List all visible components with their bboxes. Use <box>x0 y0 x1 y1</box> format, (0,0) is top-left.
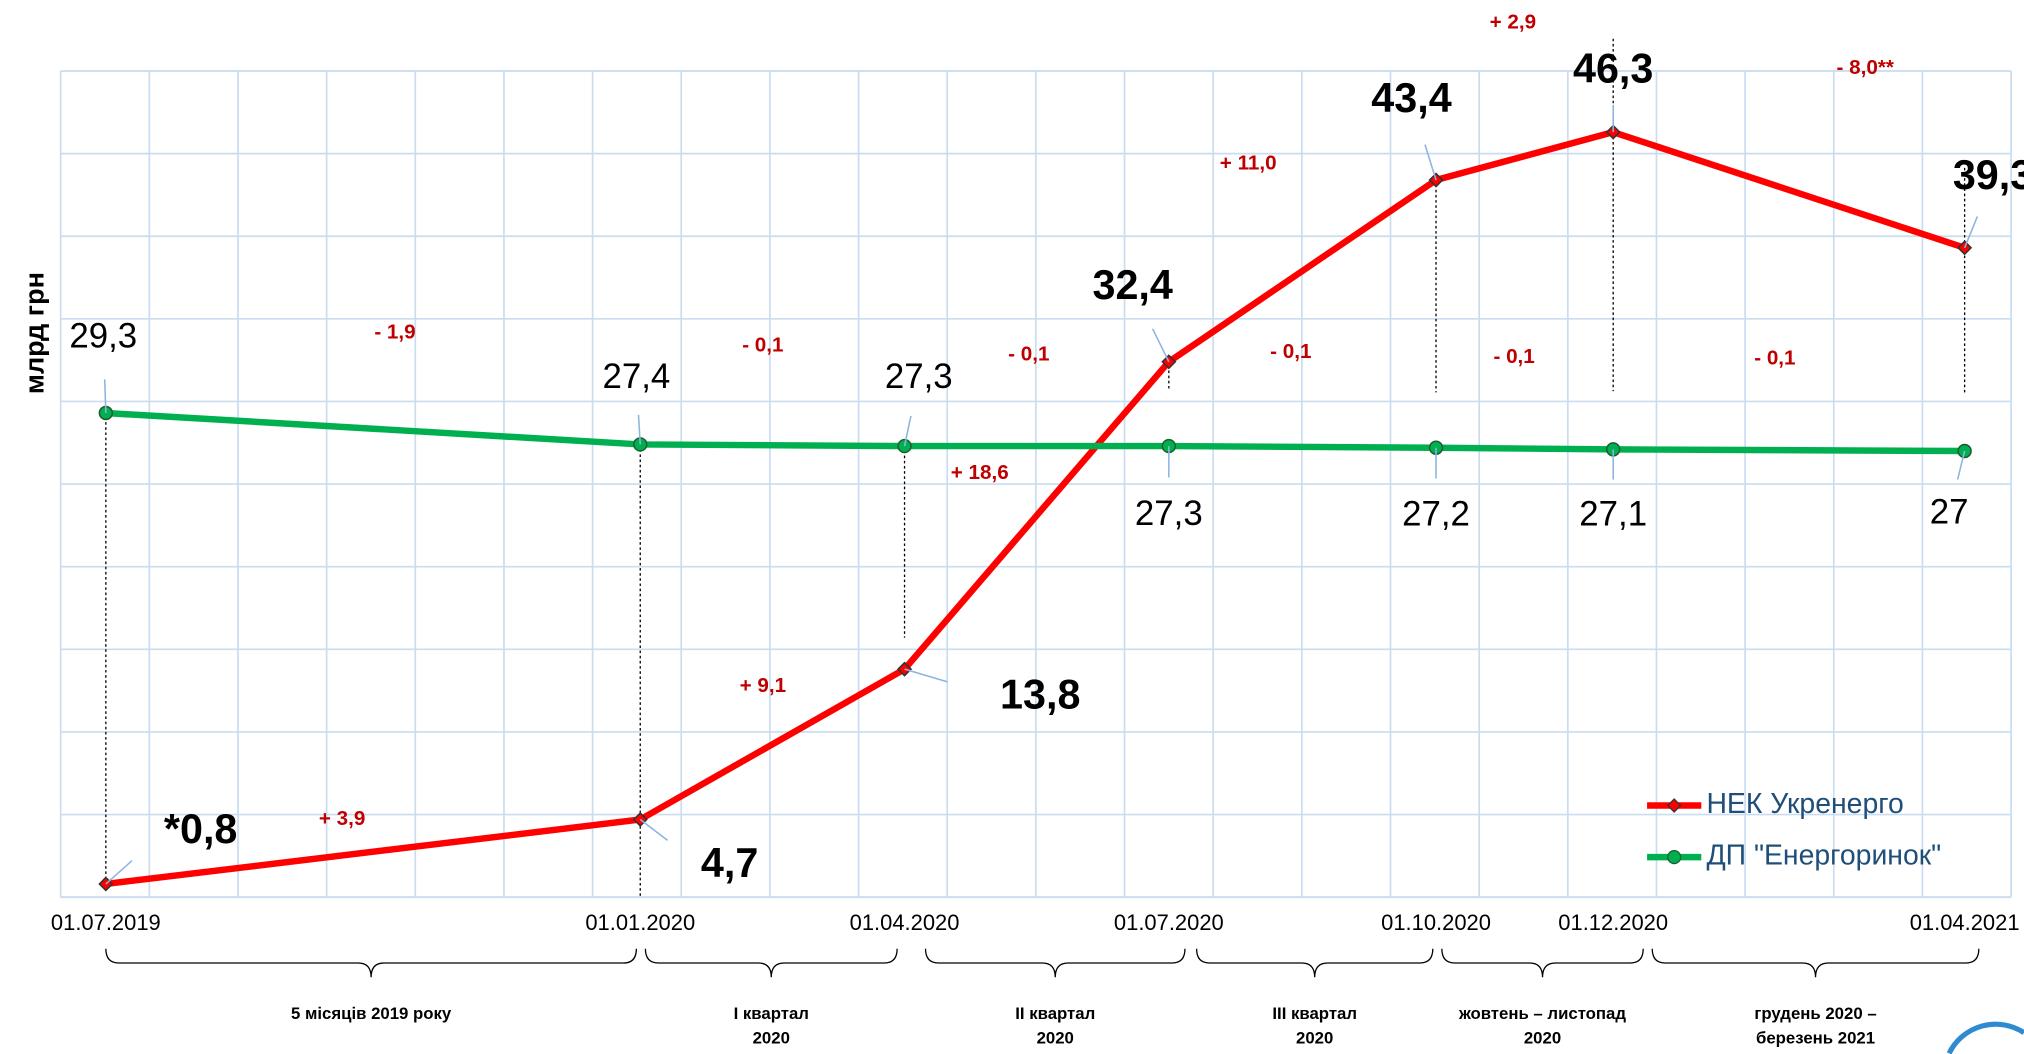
data-label: 43,4 <box>1371 75 1451 121</box>
change-annotation: - 1,9 <box>374 320 415 343</box>
period-label: 2020 <box>753 1029 790 1048</box>
period-label: жовтень – листопад <box>1458 1004 1626 1023</box>
period-label: 2020 <box>1524 1029 1561 1048</box>
change-annotation: + 3,9 <box>319 807 365 830</box>
x-tick-label: 01.04.2020 <box>850 910 960 935</box>
label-leader <box>1151 328 1170 363</box>
period-brace <box>1441 948 1644 978</box>
marker <box>1161 354 1177 370</box>
data-label: 27,2 <box>1402 494 1470 533</box>
label-leader <box>103 379 107 414</box>
label-leader <box>637 414 642 445</box>
data-label: 29,3 <box>69 316 137 355</box>
y-axis-label: млрд грн <box>18 272 49 394</box>
change-annotation: + 2,9 <box>1490 11 1536 34</box>
period-brace <box>105 948 638 978</box>
label-leader <box>1424 144 1437 181</box>
marker <box>1428 172 1444 188</box>
x-tick-label: 01.07.2019 <box>51 910 161 935</box>
change-annotation: - 0,1 <box>1754 346 1795 369</box>
change-annotation: - 0,1 <box>1008 342 1049 365</box>
data-label: 27,1 <box>1579 495 1647 534</box>
x-tick-label: 01.04.2021 <box>1910 910 2020 935</box>
data-label: 27,3 <box>1135 494 1203 533</box>
x-tick-label: 01.10.2020 <box>1381 910 1491 935</box>
data-label: 4,7 <box>701 840 758 886</box>
label-leader <box>903 415 912 447</box>
change-annotation: + 11,0 <box>1220 151 1277 174</box>
logo-arc <box>1946 1021 2024 1054</box>
label-leader <box>639 818 669 842</box>
period-label: ІІІ квартал <box>1272 1004 1357 1023</box>
change-annotation: - 0,1 <box>742 333 783 356</box>
label-leader <box>1963 216 1979 249</box>
period-label: І квартал <box>734 1004 809 1023</box>
change-annotation: - 0,1 <box>1270 340 1311 363</box>
period-label: ІІ квартал <box>1015 1004 1095 1023</box>
period-label: 5 місяців 2019 року <box>291 1004 452 1023</box>
period-brace <box>1651 948 1980 978</box>
x-tick-label: 01.12.2020 <box>1558 910 1668 935</box>
legend-label: ДП "Енергоринок" <box>1706 840 1941 872</box>
x-tick-label: 01.01.2020 <box>585 910 695 935</box>
label-leader <box>105 860 133 885</box>
period-label: 2020 <box>1296 1029 1333 1048</box>
data-label: 13,8 <box>1000 671 1080 717</box>
legend-marker <box>1666 798 1682 813</box>
label-leader <box>1956 450 1966 480</box>
data-label: *0,8 <box>164 806 237 852</box>
change-annotation: - 8,0** <box>1837 56 1895 79</box>
data-label: 46,3 <box>1573 45 1653 91</box>
legend-marker <box>1667 850 1682 865</box>
change-annotation: + 9,1 <box>740 674 786 697</box>
data-label: 27 <box>1930 492 1969 531</box>
change-annotation: + 18,6 <box>951 461 1009 484</box>
x-tick-label: 01.07.2020 <box>1114 910 1224 935</box>
data-label: 27,3 <box>885 357 953 396</box>
label-leader <box>904 668 948 683</box>
change-annotation: - 0,1 <box>1493 345 1534 368</box>
period-brace <box>644 948 898 978</box>
period-label: 2020 <box>1037 1029 1074 1048</box>
data-label: 39,3 <box>1953 152 2024 198</box>
period-label: березень 2021 <box>1756 1029 1875 1048</box>
data-label: 32,4 <box>1092 262 1172 308</box>
data-label: 27,4 <box>602 357 670 396</box>
period-brace <box>924 948 1186 978</box>
legend-label: НЕК Укренерго <box>1706 788 1903 820</box>
period-label: грудень 2020 – <box>1754 1004 1876 1023</box>
period-brace <box>1195 948 1434 978</box>
